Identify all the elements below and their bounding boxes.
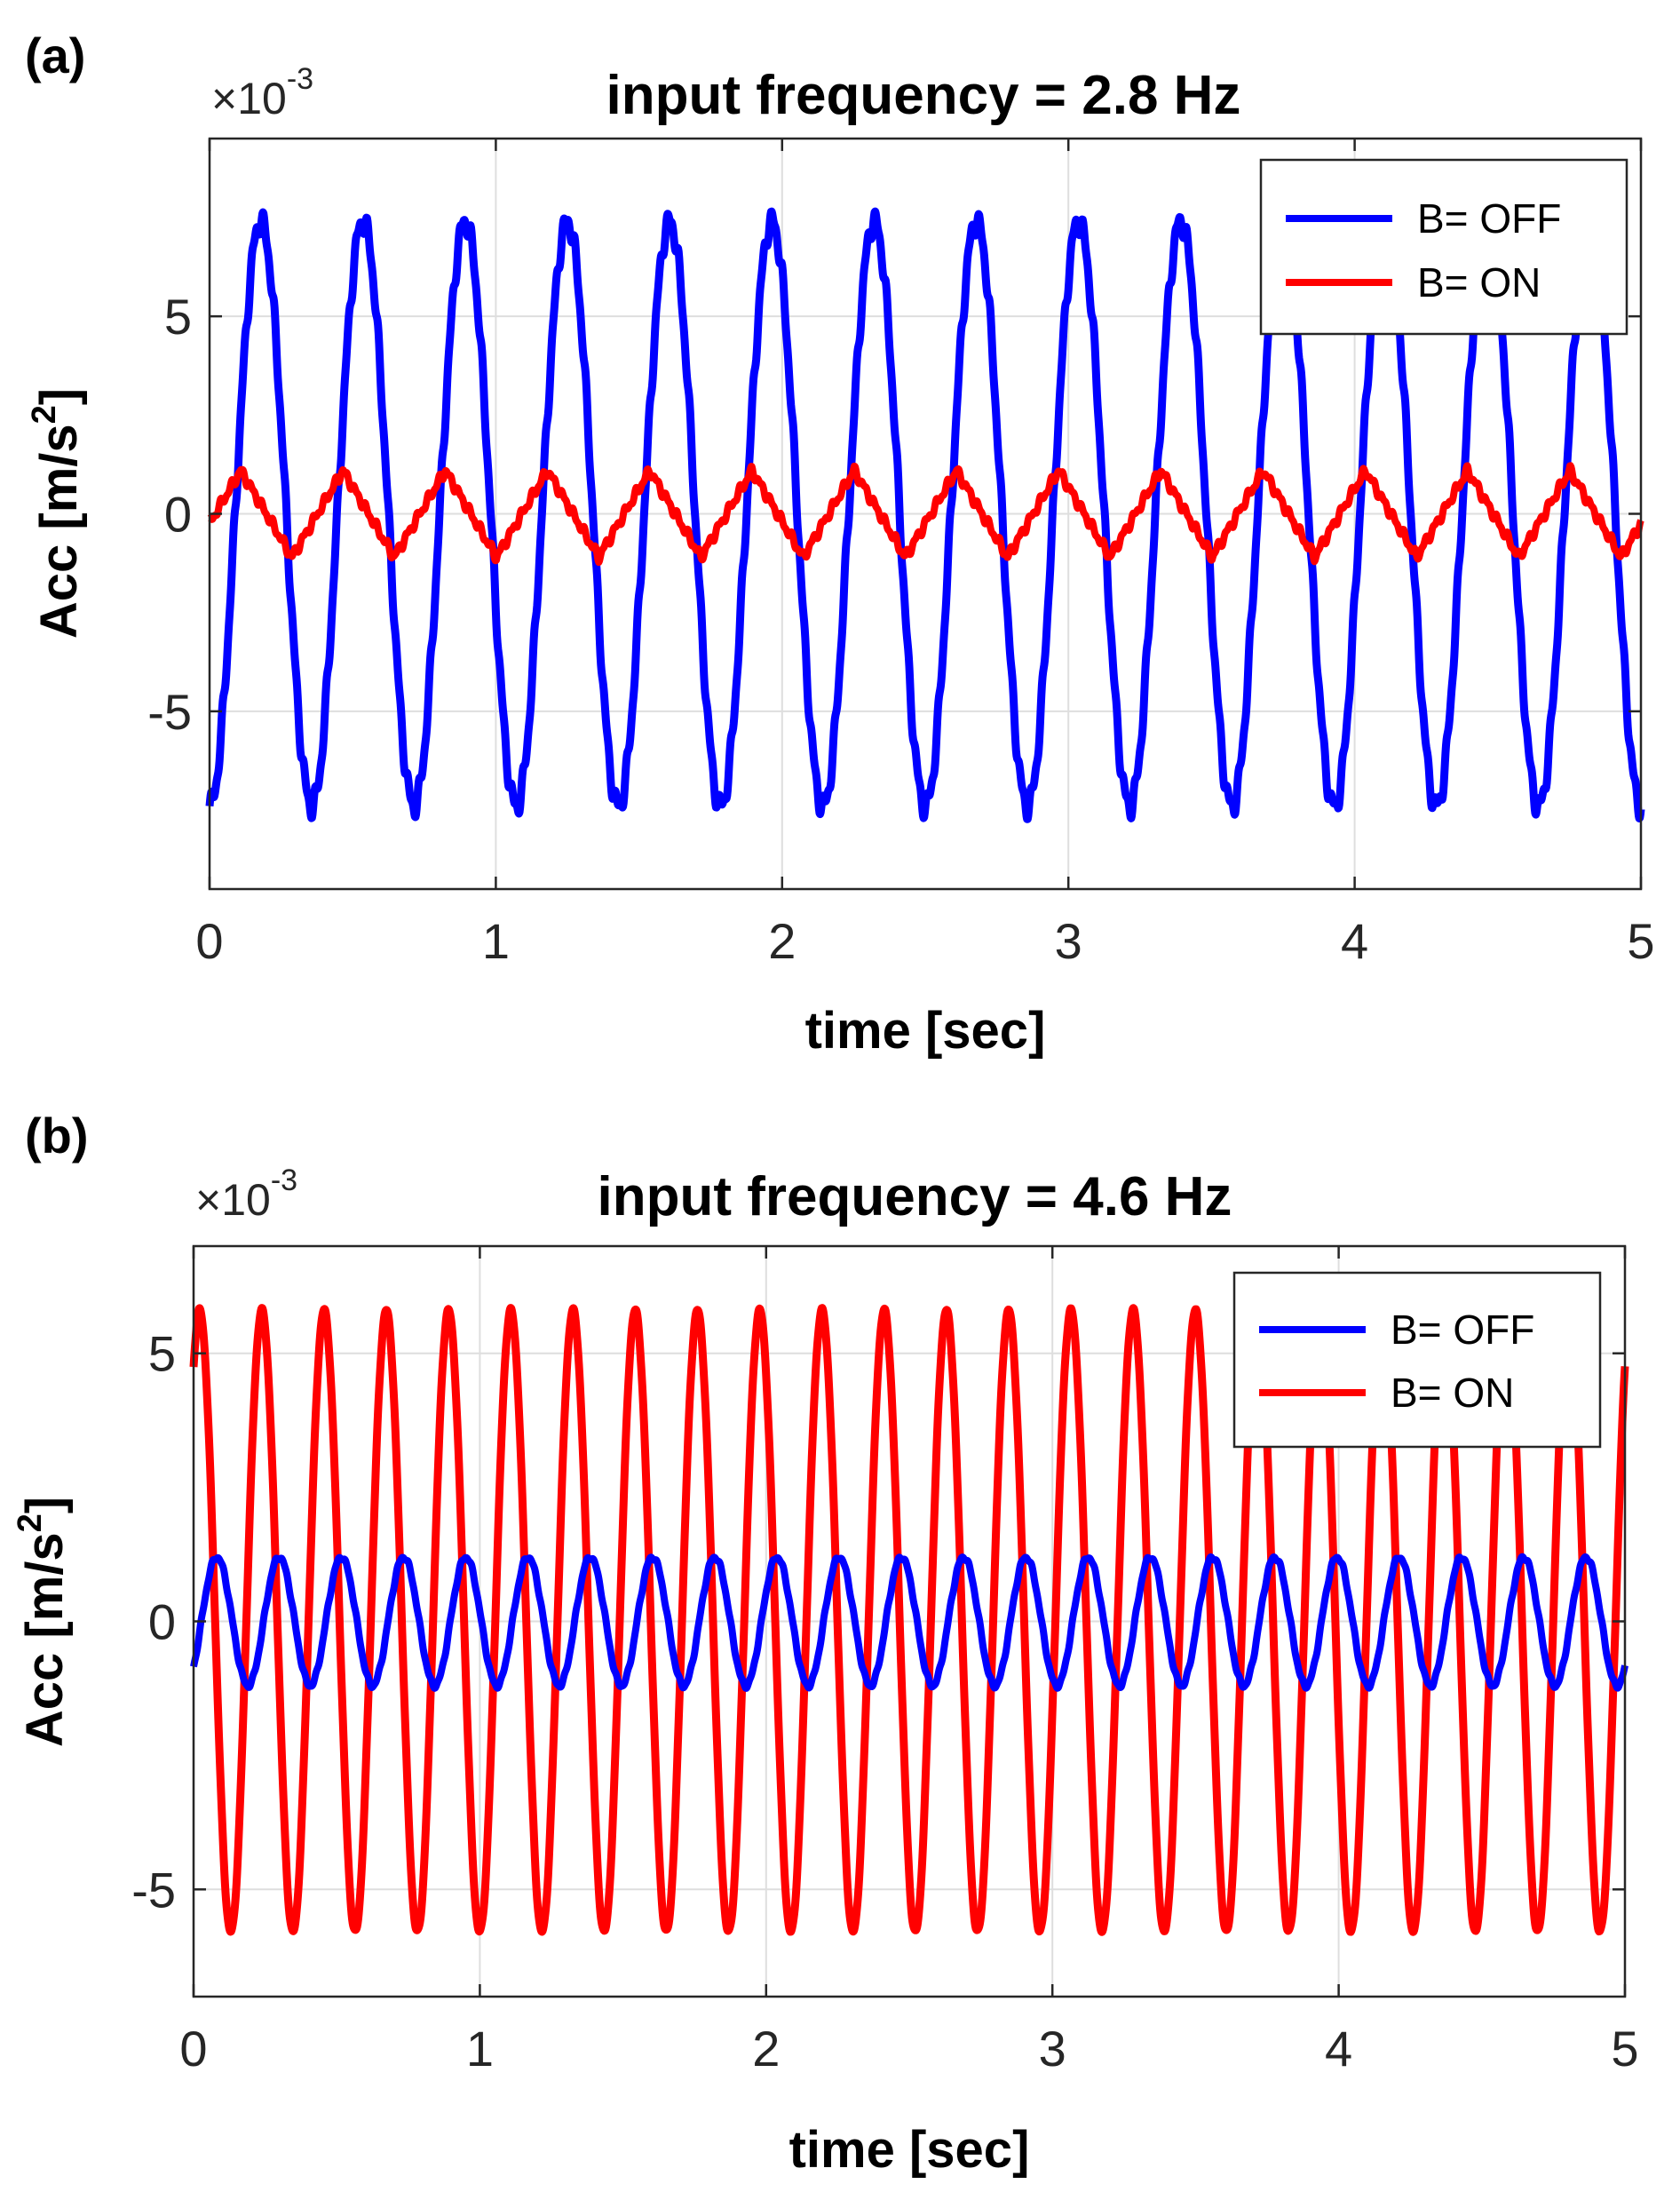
x-tick-label: 1	[482, 913, 510, 969]
exponent-label: ×10-3	[211, 62, 313, 123]
y-axis-label: Acc [m/s2]	[26, 388, 88, 639]
legend: B= OFF B= ON	[1259, 158, 1628, 336]
x-tick-label: 1	[466, 2021, 494, 2077]
panel-a: (a) input frequency = 2.8 Hz ×10-3 0 1 2 3 4…	[25, 28, 1655, 1060]
legend-label-off: B= OFF	[1391, 1307, 1534, 1353]
legend-label-off: B= OFF	[1417, 195, 1561, 242]
legend-box	[1232, 1271, 1602, 1449]
x-tick-label: 4	[1341, 913, 1368, 969]
panel-label: (a)	[25, 28, 85, 83]
exponent-label: ×10-3	[195, 1164, 297, 1225]
x-tick-label: 3	[1039, 2021, 1066, 2077]
x-axis-label: time [sec]	[789, 2121, 1030, 2179]
chart-title: input frequency = 2.8 Hz	[606, 65, 1241, 126]
x-tick-label: 0	[195, 913, 223, 969]
y-tick-label: -5	[131, 1862, 176, 1918]
y-tick-label: 0	[164, 487, 192, 543]
plot-area: 0 1 2 3 4 5 -5 0 5	[131, 1244, 1639, 2077]
x-tick-label: 3	[1055, 913, 1082, 969]
series-line-off	[205, 207, 1645, 823]
x-tick-label: 2	[768, 913, 796, 969]
y-tick-label: 5	[148, 1326, 176, 1382]
x-tick-label: 5	[1611, 2021, 1638, 2077]
y-tick-label: 0	[148, 1594, 176, 1650]
y-axis-label: Acc [m/s2]	[12, 1497, 74, 1747]
x-tick-label: 0	[179, 2021, 207, 2077]
plot-area: 0 1 2 3 4 5 -5 0 5	[147, 137, 1655, 969]
panel-b: (b) input frequency = 4.6 Hz ×10-3 0 1 2 3 4…	[12, 1108, 1639, 2179]
legend-label-on: B= ON	[1417, 259, 1541, 306]
legend-box	[1259, 158, 1628, 336]
x-tick-label: 5	[1627, 913, 1654, 969]
series-group	[205, 207, 1645, 823]
x-tick-label: 2	[752, 2021, 780, 2077]
panel-label: (b)	[25, 1108, 89, 1164]
ticks: 0 1 2 3 4 5 -5 0 5	[131, 1246, 1639, 2077]
series-line-on	[206, 462, 1644, 567]
y-tick-label: -5	[147, 684, 192, 740]
chart-title: input frequency = 4.6 Hz	[598, 1166, 1232, 1227]
legend: B= OFF B= ON	[1232, 1271, 1602, 1449]
x-tick-label: 4	[1325, 2021, 1352, 2077]
series-line-off	[190, 1553, 1628, 1692]
y-tick-label: 5	[164, 289, 192, 345]
ticks: 0 1 2 3 4 5 -5 0 5	[147, 139, 1655, 969]
x-axis-label: time [sec]	[805, 1002, 1046, 1060]
legend-label-on: B= ON	[1391, 1370, 1514, 1416]
